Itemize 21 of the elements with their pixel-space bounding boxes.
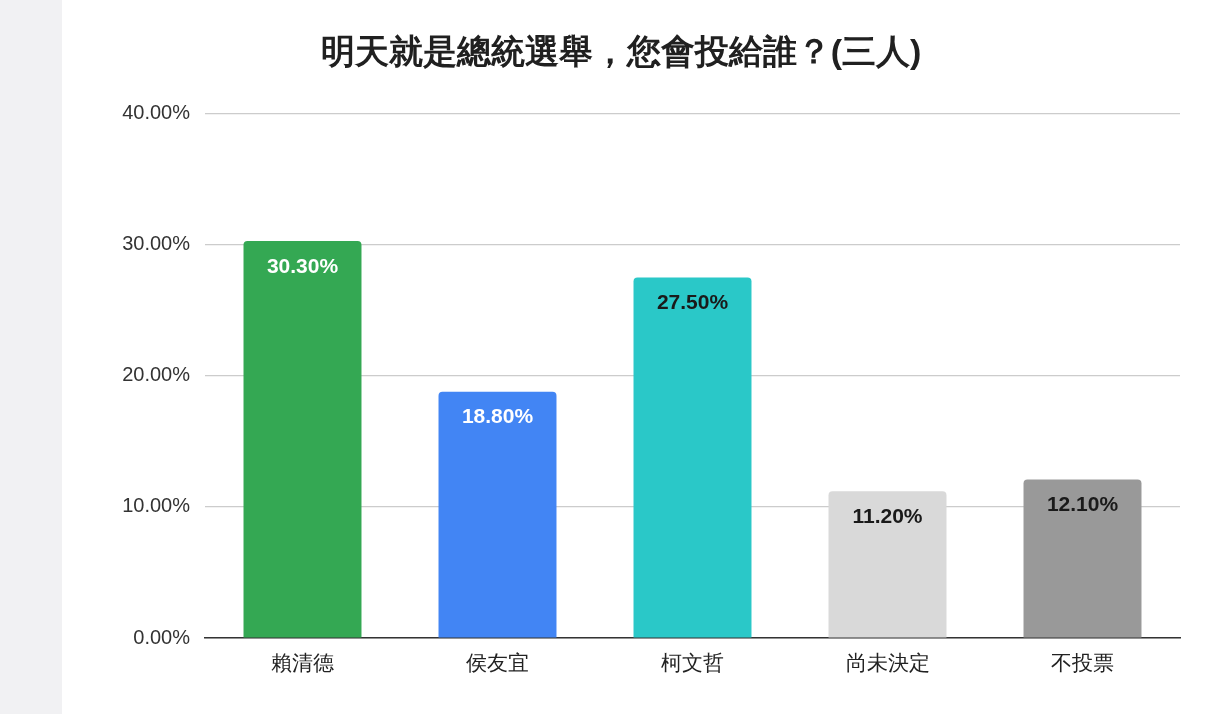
x-tick-label: 賴清德 — [271, 651, 334, 675]
data-label: 11.20% — [852, 504, 923, 528]
data-label: 27.50% — [656, 290, 729, 314]
y-tick-label: 30.00% — [122, 232, 191, 255]
x-tick-label: 柯文哲 — [661, 651, 724, 675]
y-tick-label: 10.00% — [122, 494, 191, 517]
bar — [438, 391, 557, 638]
x-tick-label: 侯友宜 — [466, 651, 529, 675]
y-tick-label: 0.00% — [133, 625, 191, 648]
x-tick-label: 不投票 — [1051, 651, 1114, 675]
data-label: 30.30% — [266, 253, 339, 277]
bar — [633, 277, 752, 638]
chart-title: 明天就是總統選舉，您會投給誰？(三人) — [320, 31, 922, 70]
data-label: 12.10% — [1046, 492, 1119, 516]
y-tick-label: 40.00% — [122, 101, 191, 124]
y-tick-label: 20.00% — [122, 363, 191, 386]
bar — [1023, 479, 1142, 638]
data-label: 18.80% — [461, 404, 534, 428]
bar — [828, 491, 947, 638]
x-tick-label: 尚未決定 — [845, 651, 930, 675]
bar — [243, 240, 362, 638]
